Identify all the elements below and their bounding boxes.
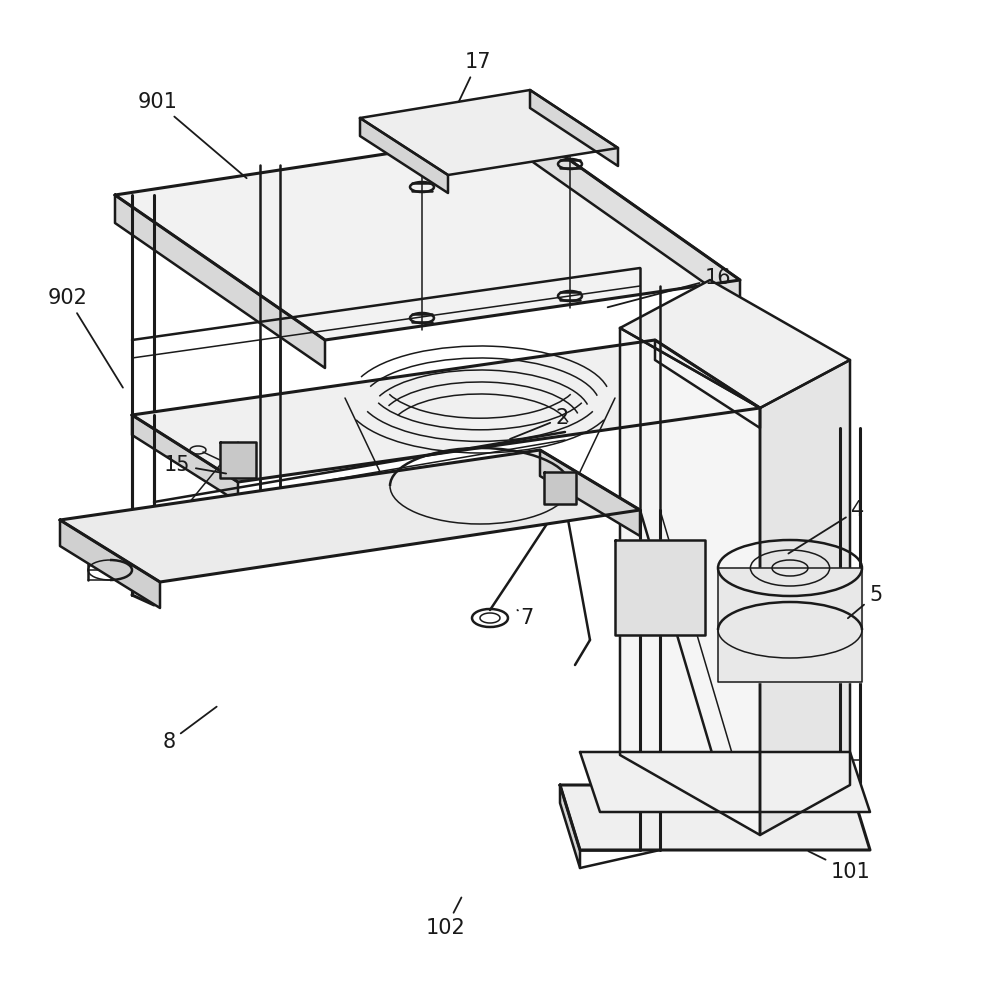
Text: 16: 16: [607, 268, 731, 307]
Text: 101: 101: [808, 851, 870, 882]
Polygon shape: [619, 280, 849, 408]
Polygon shape: [759, 360, 849, 835]
Polygon shape: [614, 540, 705, 635]
Text: 901: 901: [137, 92, 247, 178]
Text: 8: 8: [162, 707, 217, 752]
Polygon shape: [115, 195, 325, 368]
Polygon shape: [530, 132, 740, 308]
Text: 2: 2: [510, 408, 569, 439]
Polygon shape: [544, 472, 576, 504]
Polygon shape: [654, 340, 759, 428]
Polygon shape: [220, 442, 255, 478]
Polygon shape: [360, 90, 617, 175]
Polygon shape: [560, 785, 869, 850]
Polygon shape: [580, 752, 869, 812]
Polygon shape: [619, 328, 759, 835]
Polygon shape: [60, 520, 160, 608]
Text: 7: 7: [517, 608, 534, 628]
Text: 4: 4: [787, 500, 864, 554]
Text: 17: 17: [458, 52, 490, 101]
Polygon shape: [560, 785, 580, 868]
Polygon shape: [360, 118, 447, 193]
Polygon shape: [540, 450, 639, 536]
Text: 902: 902: [48, 288, 123, 388]
Polygon shape: [718, 568, 861, 682]
Text: 5: 5: [847, 585, 882, 618]
Polygon shape: [115, 132, 740, 340]
Polygon shape: [530, 90, 617, 166]
Polygon shape: [60, 450, 639, 582]
Polygon shape: [132, 415, 238, 502]
Polygon shape: [132, 340, 759, 482]
Text: 15: 15: [164, 455, 226, 475]
Text: 102: 102: [425, 897, 465, 938]
